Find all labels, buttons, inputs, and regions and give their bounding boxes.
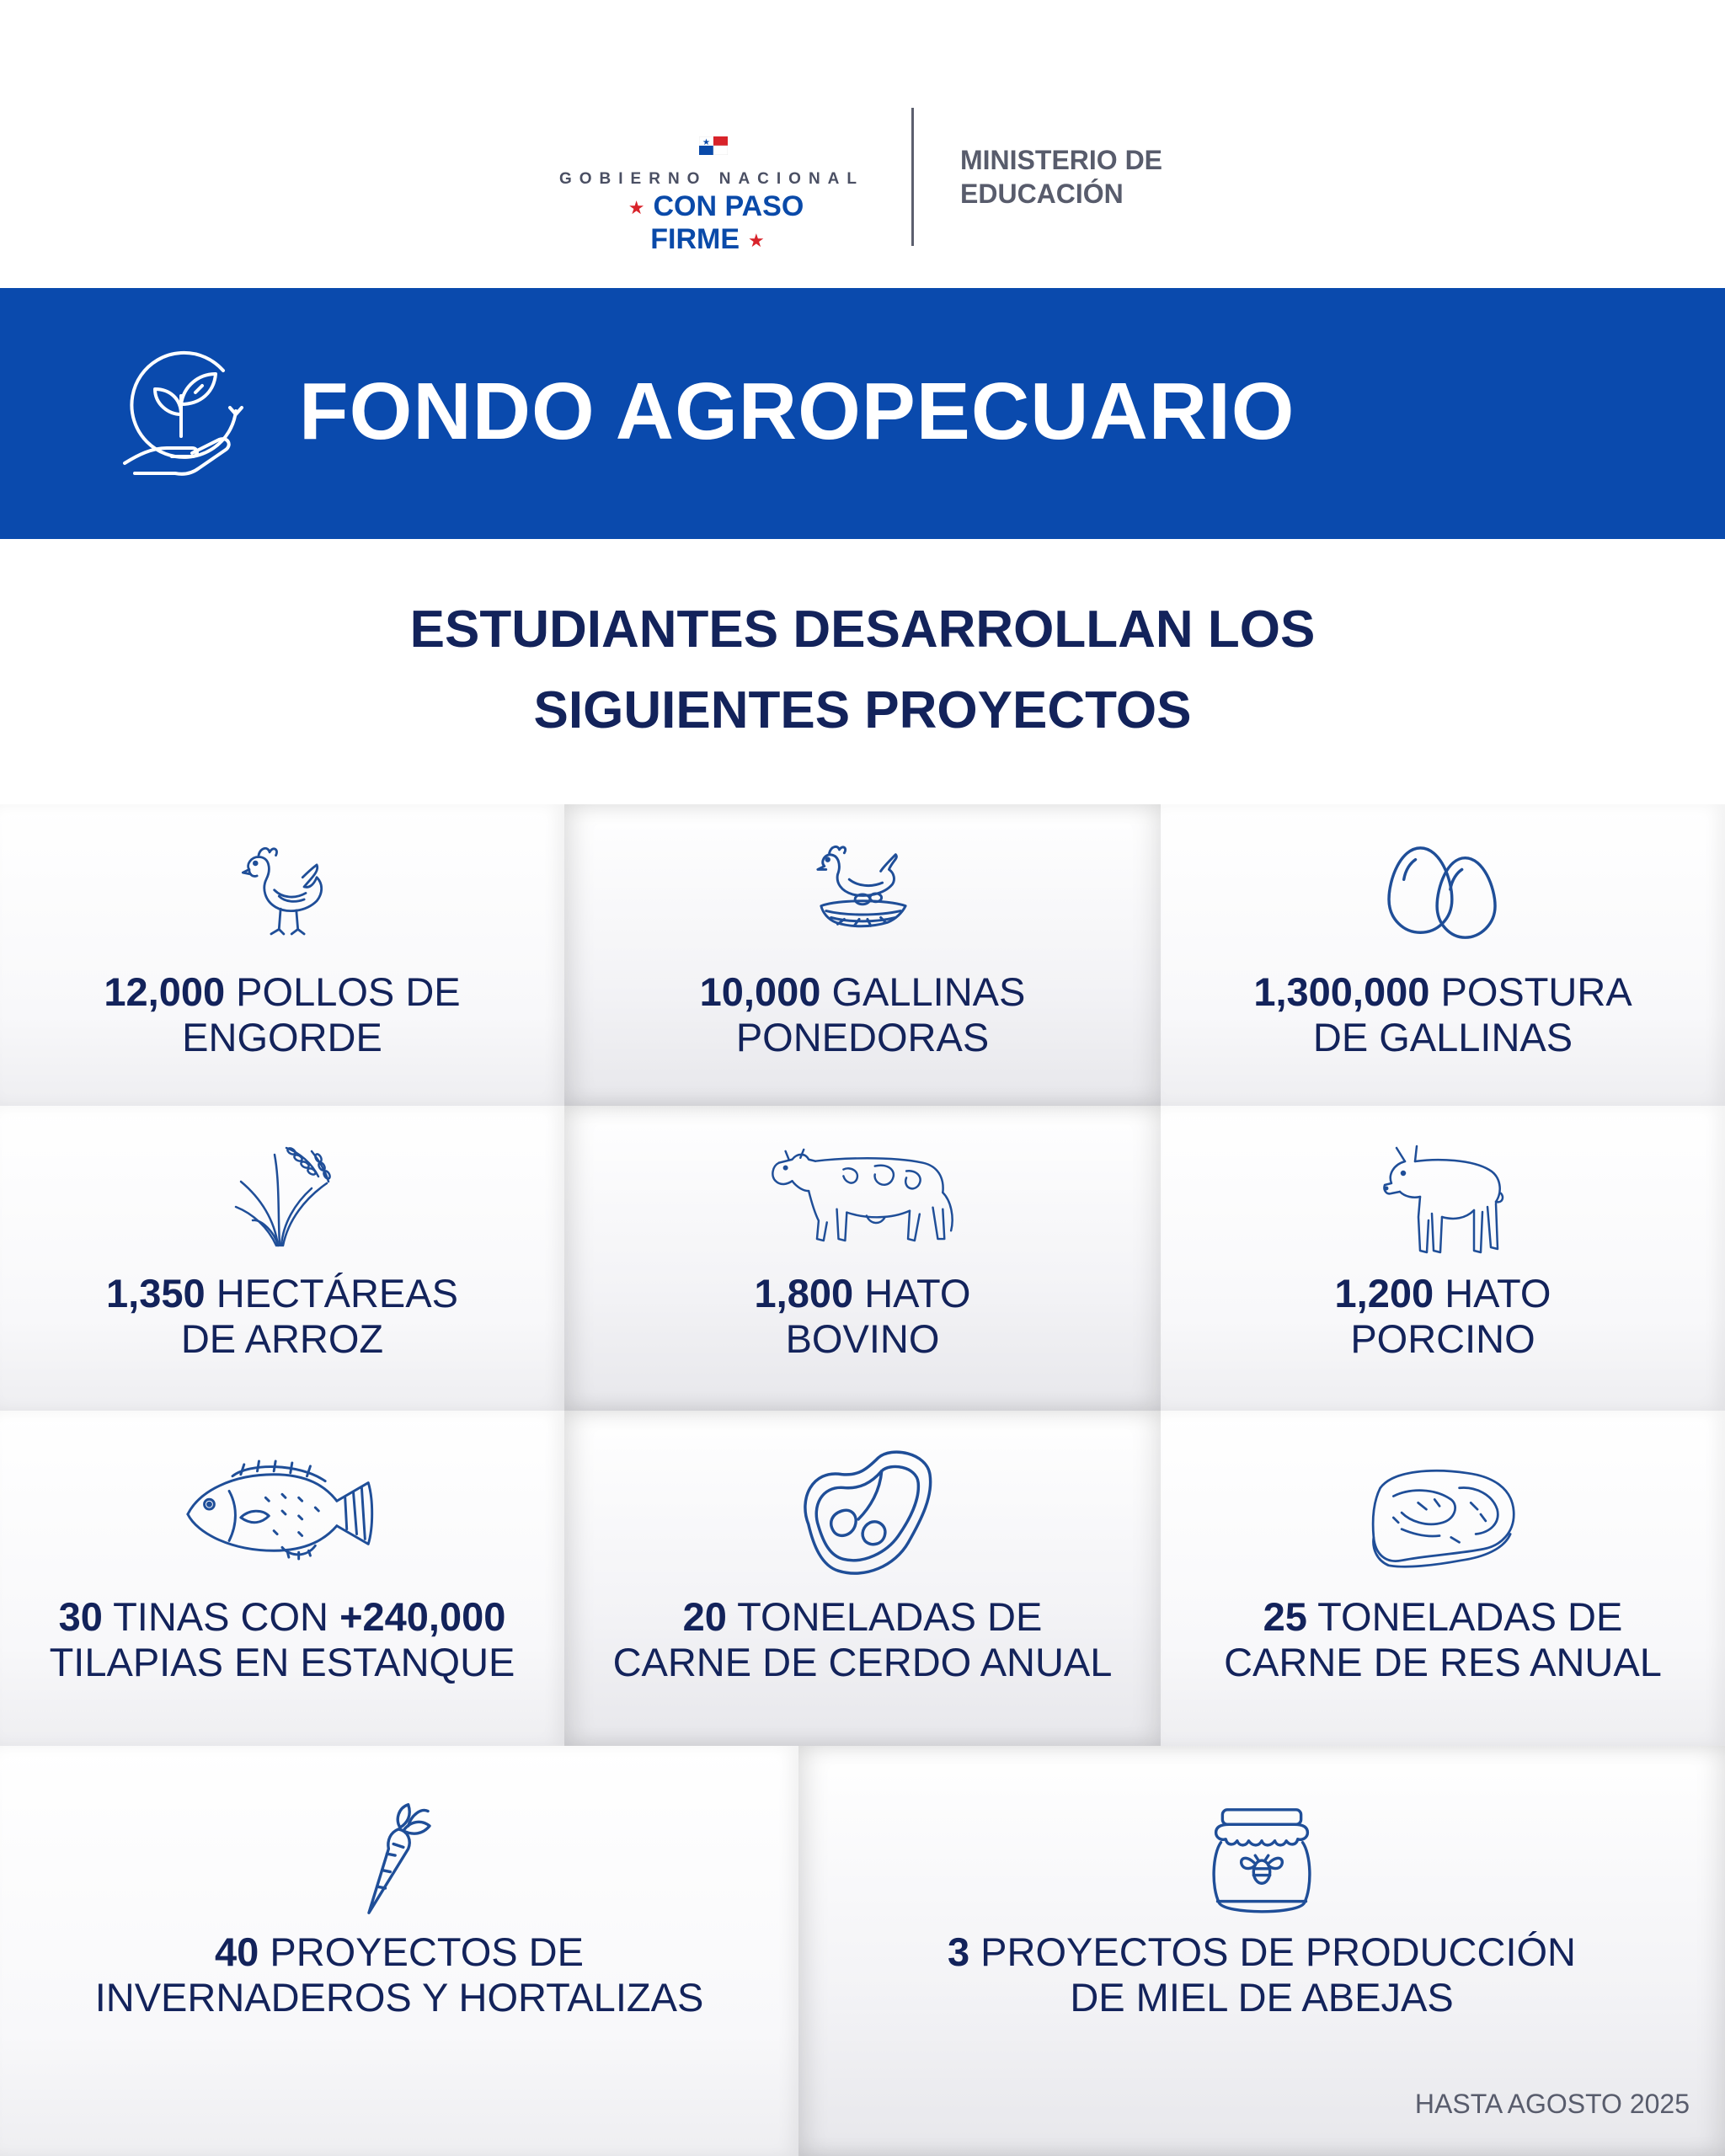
pork-steak-icon bbox=[804, 1450, 932, 1575]
project-card-postura: 1,300,000 POSTURA DE GALLINAS bbox=[1161, 804, 1725, 1106]
project-text-line-2: INVERNADEROS Y HORTALIZAS bbox=[94, 1975, 704, 2020]
project-label: 10,000 GALLINAS PONEDORAS bbox=[564, 969, 1161, 1060]
project-text-line-1: POSTURA bbox=[1429, 969, 1632, 1014]
subtitle-line-1: ESTUDIANTES DESARROLLAN LOS bbox=[409, 600, 1316, 659]
gov-tagline-top: GOBIERNO NACIONAL bbox=[559, 170, 864, 188]
project-text-line-2: DE MIEL DE ABEJAS bbox=[1070, 1975, 1454, 2020]
project-card-porcino: 1,200 HATO PORCINO bbox=[1161, 1106, 1725, 1411]
cow-icon bbox=[772, 1148, 953, 1242]
pig-icon bbox=[1383, 1145, 1504, 1254]
gov-tagline-bottom: ★ CON PASO FIRME ★ bbox=[556, 190, 868, 256]
header-divider bbox=[911, 108, 914, 246]
project-card-invernaderos: 40 PROYECTOS DE INVERNADEROS Y HORTALIZA… bbox=[0, 1746, 798, 2156]
project-number: 10,000 bbox=[699, 969, 821, 1014]
date-note: HASTA AGOSTO 2025 bbox=[1414, 2089, 1690, 2119]
project-card-arroz: 1,350 HECTÁREAS DE ARROZ bbox=[0, 1106, 564, 1411]
project-text-line-2: PORCINO bbox=[1350, 1316, 1535, 1361]
star-icon: ★ bbox=[628, 197, 645, 219]
project-number: 40 bbox=[215, 1929, 259, 1974]
eggs-icon bbox=[1387, 846, 1497, 939]
project-label: 1,350 HECTÁREAS DE ARROZ bbox=[0, 1271, 564, 1362]
project-number: 1,800 bbox=[754, 1271, 854, 1315]
project-card-tilapias: 30 TINAS CON +240,000 TILAPIAS EN ESTANQ… bbox=[0, 1411, 564, 1746]
project-text-line-1: TONELADAS DE bbox=[726, 1594, 1043, 1639]
project-text-line-1: TONELADAS DE bbox=[1306, 1594, 1623, 1639]
project-card-miel: 3 PROYECTOS DE PRODUCCIÓN DE MIEL DE ABE… bbox=[798, 1746, 1725, 2156]
project-text-line-1: HECTÁREAS bbox=[205, 1271, 458, 1315]
project-label: 1,200 HATO PORCINO bbox=[1161, 1271, 1725, 1362]
project-label: 12,000 POLLOS DE ENGORDE bbox=[0, 969, 564, 1060]
project-card-pollos: 12,000 POLLOS DE ENGORDE bbox=[0, 804, 564, 1106]
project-number: 30 bbox=[58, 1594, 103, 1639]
project-text-line-2: ENGORDE bbox=[182, 1015, 382, 1059]
project-label: 25 TONELADAS DE CARNE DE RES ANUAL bbox=[1161, 1594, 1725, 1685]
project-number: 25 bbox=[1263, 1594, 1307, 1639]
ministry-name: MINISTERIO DE EDUCACIÓN bbox=[960, 143, 1230, 211]
project-text-line-1: HATO bbox=[853, 1271, 971, 1315]
header: GOBIERNO NACIONAL ★ CON PASO FIRME ★ MINIS… bbox=[0, 0, 1725, 288]
project-text-line-1: PROYECTOS DE bbox=[259, 1929, 584, 1974]
hand-plant-icon bbox=[123, 350, 243, 476]
project-text-line-1: PROYECTOS DE PRODUCCIÓN bbox=[969, 1929, 1577, 1974]
project-text-line-2: CARNE DE RES ANUAL bbox=[1224, 1640, 1662, 1684]
gov-tagline-text: CON PASO FIRME bbox=[650, 190, 804, 255]
rice-plant-icon bbox=[234, 1146, 331, 1247]
project-label: 30 TINAS CON +240,000 TILAPIAS EN ESTANQ… bbox=[0, 1594, 564, 1685]
project-number: 1,300,000 bbox=[1253, 969, 1430, 1014]
fish-icon bbox=[186, 1460, 374, 1561]
project-text-line-2: DE ARROZ bbox=[180, 1316, 384, 1361]
project-number: 3 bbox=[947, 1929, 970, 1974]
carrot-icon bbox=[367, 1803, 431, 1914]
project-text-line-2: DE GALLINAS bbox=[1312, 1015, 1573, 1059]
project-card-bovino: 1,800 HATO BOVINO bbox=[564, 1106, 1161, 1411]
project-text-line-2: PONEDORAS bbox=[735, 1015, 990, 1059]
subtitle-line-2: SIGUIENTES PROYECTOS bbox=[533, 681, 1192, 739]
project-text-line-2: TILAPIAS EN ESTANQUE bbox=[49, 1640, 515, 1684]
government-logo: GOBIERNO NACIONAL ★ CON PASO FIRME ★ bbox=[556, 133, 868, 255]
project-label: 1,300,000 POSTURA DE GALLINAS bbox=[1161, 969, 1725, 1060]
chicken-icon bbox=[241, 846, 323, 936]
ministry-line-1: MINISTERIO DE bbox=[960, 145, 1163, 175]
title-banner: FONDO AGROPECUARIO bbox=[0, 288, 1725, 539]
project-text-line-1: TINAS CON bbox=[102, 1594, 340, 1639]
project-number: 1,200 bbox=[1334, 1271, 1434, 1315]
project-text-line-1: POLLOS DE bbox=[225, 969, 461, 1014]
beef-meat-icon bbox=[1371, 1469, 1515, 1568]
project-number: 1,350 bbox=[106, 1271, 206, 1315]
project-label: 3 PROYECTOS DE PRODUCCIÓN DE MIEL DE ABE… bbox=[798, 1929, 1725, 2020]
project-card-cerdo: 20 TONELADAS DE CARNE DE CERDO ANUAL bbox=[564, 1411, 1161, 1746]
project-label: 1,800 HATO BOVINO bbox=[564, 1271, 1161, 1362]
project-card-res: 25 TONELADAS DE CARNE DE RES ANUAL bbox=[1161, 1411, 1725, 1746]
project-card-gallinas: 10,000 GALLINAS PONEDORAS bbox=[564, 804, 1161, 1106]
project-number: 12,000 bbox=[104, 969, 226, 1014]
project-text-line-2: CARNE DE CERDO ANUAL bbox=[612, 1640, 1113, 1684]
ministry-line-2: EDUCACIÓN bbox=[960, 179, 1124, 209]
hen-nest-icon bbox=[816, 845, 907, 928]
section-subtitle: ESTUDIANTES DESARROLLAN LOS SIGUIENTES P… bbox=[189, 590, 1536, 751]
project-label: 20 TONELADAS DE CARNE DE CERDO ANUAL bbox=[564, 1594, 1161, 1685]
project-label: 40 PROYECTOS DE INVERNADEROS Y HORTALIZA… bbox=[0, 1929, 798, 2020]
project-text-line-1: GALLINAS bbox=[820, 969, 1026, 1014]
project-text-line-2: BOVINO bbox=[785, 1316, 940, 1361]
star-icon: ★ bbox=[748, 230, 765, 252]
project-text-line-1: HATO bbox=[1434, 1271, 1551, 1315]
page-title: FONDO AGROPECUARIO bbox=[299, 366, 1295, 456]
project-number-secondary: +240,000 bbox=[339, 1594, 506, 1639]
project-number: 20 bbox=[682, 1594, 727, 1639]
panama-flag-icon bbox=[699, 136, 728, 155]
honey-jar-icon bbox=[1212, 1808, 1311, 1913]
